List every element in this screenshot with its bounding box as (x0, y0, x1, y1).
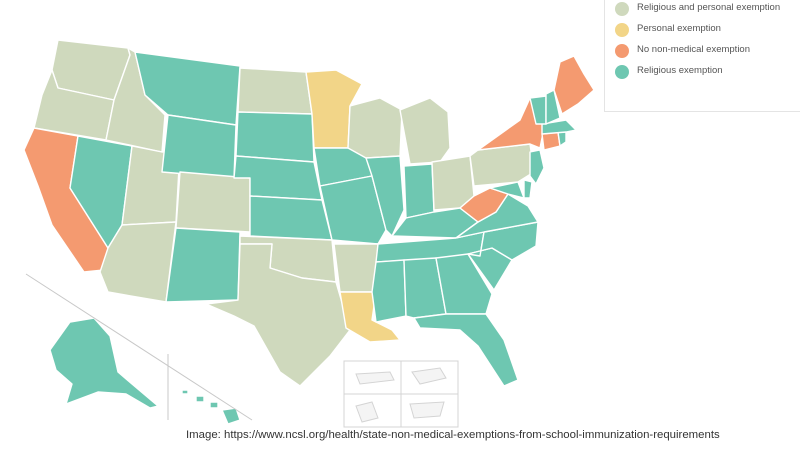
state-missouri[interactable] (319, 175, 387, 245)
state-rhode-island[interactable] (557, 131, 567, 147)
state-connecticut[interactable] (541, 131, 561, 151)
state-north-dakota[interactable] (237, 67, 313, 115)
state-wisconsin[interactable] (347, 97, 403, 159)
state-massachusetts[interactable] (541, 119, 577, 135)
state-delaware[interactable] (523, 179, 533, 199)
state-new-hampshire[interactable] (545, 89, 561, 125)
legend-item-personal[interactable]: Personal exemption (615, 22, 800, 37)
legend-item-religious[interactable]: Religious exemption (615, 64, 800, 79)
legend-swatch (615, 23, 629, 37)
legend-item-no-non-medical[interactable]: No non-medical exemption (615, 43, 800, 58)
state-georgia[interactable] (435, 253, 493, 315)
state-hawaii[interactable] (181, 389, 241, 425)
legend-label: No non-medical exemption (637, 44, 751, 55)
state-colorado[interactable] (175, 171, 251, 233)
state-indiana[interactable] (403, 163, 435, 219)
state-mississippi[interactable] (371, 259, 407, 323)
state-michigan[interactable] (399, 97, 451, 165)
state-maine[interactable] (553, 55, 595, 115)
state-florida[interactable] (413, 313, 519, 387)
legend-swatch (615, 44, 629, 58)
legend-label: Personal exemption (637, 23, 721, 34)
state-alaska[interactable] (49, 317, 159, 409)
state-kansas[interactable] (249, 195, 333, 241)
state-wyoming[interactable] (161, 114, 237, 179)
legend-label: Religious exemption (637, 65, 723, 76)
state-south-dakota[interactable] (235, 111, 315, 163)
legend-label: Religious and personal exemption (637, 2, 781, 13)
legend-item-religious-personal[interactable]: Religious and personal exemption (615, 1, 800, 16)
state-new-mexico[interactable] (165, 227, 241, 303)
state-arkansas[interactable] (333, 243, 379, 293)
state-new-jersey[interactable] (529, 149, 545, 185)
image-source-caption: Image: https://www.ncsl.org/health/state… (186, 429, 720, 441)
map-legend: Religious and personal exemption Persona… (604, 0, 800, 112)
legend-swatch (615, 65, 629, 79)
legend-swatch (615, 2, 629, 16)
